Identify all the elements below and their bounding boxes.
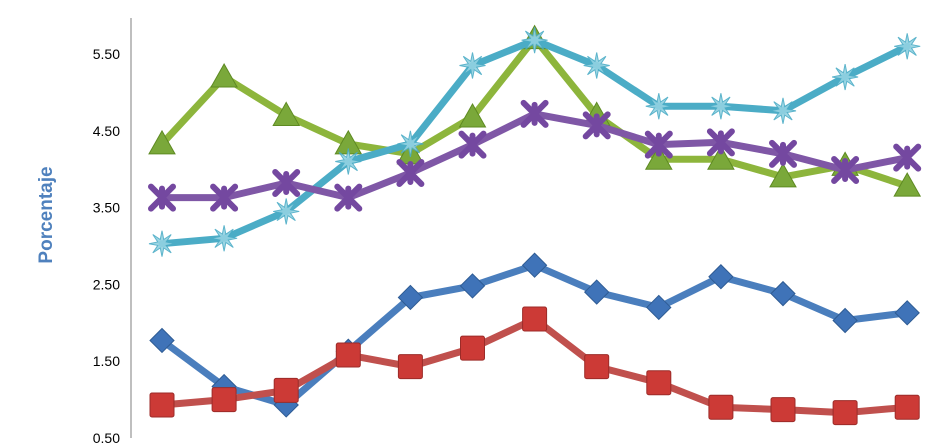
y-axis-title: Porcentaje [36, 166, 57, 263]
series-square [149, 306, 920, 426]
data-point-star [521, 27, 548, 54]
data-point-diamond [708, 264, 734, 290]
data-point-x [148, 183, 176, 212]
data-point-x [520, 99, 549, 128]
y-tick-label: 3.50 [93, 200, 120, 216]
data-point-x [769, 139, 797, 168]
y-axis: 0.50 1.50 2.50 3.50 4.50 5.50 [93, 18, 132, 445]
data-point-diamond [521, 252, 548, 278]
data-point-x [706, 128, 735, 157]
data-point-star [707, 93, 734, 120]
data-point-square [584, 354, 610, 380]
series-diamond [149, 252, 920, 418]
data-point-diamond [397, 284, 424, 311]
data-point-square [211, 387, 237, 413]
data-point-x [458, 130, 487, 159]
data-point-square [397, 354, 423, 380]
data-point-diamond [459, 273, 486, 299]
y-tick-label: 2.50 [93, 276, 120, 292]
data-point-star [583, 52, 610, 79]
data-point-square [335, 342, 361, 368]
y-tick-label: 5.50 [93, 46, 120, 62]
data-point-diamond [646, 294, 672, 321]
data-point-star [894, 33, 921, 60]
data-point-triangle [769, 162, 797, 188]
data-point-square [894, 394, 920, 420]
data-point-star [335, 148, 362, 175]
y-tick-label: 4.50 [93, 123, 120, 139]
series-star [148, 27, 921, 257]
data-point-star [459, 52, 486, 79]
data-point-square [708, 394, 734, 420]
data-point-star [211, 225, 238, 252]
data-point-star [397, 130, 424, 157]
data-point-star [832, 63, 859, 91]
data-point-diamond [149, 327, 175, 354]
data-point-triangle [644, 145, 673, 170]
data-point-diamond [894, 300, 920, 326]
data-point-star [769, 97, 797, 124]
data-point-triangle [210, 63, 238, 88]
data-point-triangle [458, 102, 487, 128]
data-point-star [645, 93, 672, 120]
data-point-triangle [148, 129, 176, 155]
data-point-diamond [770, 280, 796, 307]
data-point-star [148, 230, 176, 257]
data-point-x [831, 155, 860, 184]
data-point-square [770, 397, 796, 423]
data-point-diamond [583, 279, 610, 305]
data-point-triangle [893, 172, 922, 197]
data-point-square [460, 335, 485, 361]
data-point-square [149, 392, 175, 418]
data-point-x [396, 159, 425, 188]
data-point-x [644, 130, 673, 159]
data-point-triangle [272, 101, 301, 126]
data-point-x [582, 111, 611, 140]
data-point-star [273, 198, 300, 225]
series-x [148, 99, 922, 212]
y-tick-label: 1.50 [93, 353, 120, 369]
data-point-square [522, 306, 548, 332]
data-point-diamond [832, 307, 858, 334]
y-tick-label: 0.50 [93, 430, 120, 445]
data-point-x [893, 143, 922, 172]
series-layer [148, 24, 922, 426]
data-point-x [272, 169, 301, 198]
data-point-x [210, 183, 239, 212]
data-point-x [334, 183, 363, 212]
data-point-square [832, 400, 858, 426]
data-point-square [646, 370, 672, 396]
data-point-triangle [707, 145, 735, 170]
data-point-square [273, 377, 299, 403]
